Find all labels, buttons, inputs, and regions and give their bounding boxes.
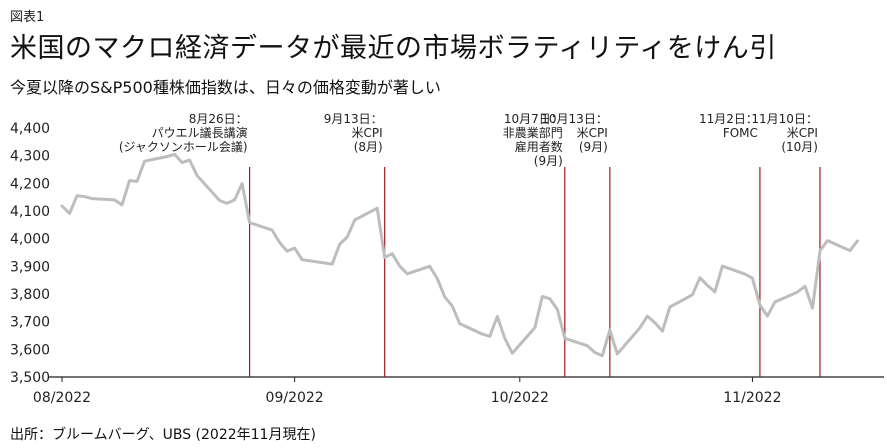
x-tick-label: 11/2022 bbox=[723, 390, 781, 406]
event-annotation: 11月2日： FOMC bbox=[699, 112, 758, 140]
source-note: 出所：ブルームバーグ、UBS (2022年11月現在) bbox=[10, 427, 316, 443]
event-annotation: 9月13日：米CPI (8月) bbox=[324, 112, 383, 154]
x-tick-label: 10/2022 bbox=[491, 390, 549, 406]
y-tick-label: 3,900 bbox=[10, 259, 50, 275]
y-tick-label: 3,700 bbox=[10, 315, 50, 331]
event-annotation: 11月10日：米CPI (10月) bbox=[751, 112, 818, 154]
x-tick-label: 08/2022 bbox=[33, 390, 91, 406]
y-tick-label: 4,200 bbox=[10, 176, 50, 192]
y-tick-label: 4,100 bbox=[10, 204, 50, 220]
y-tick-label: 3,600 bbox=[10, 342, 50, 358]
event-annotation: 10月13日：米CPI (9月) bbox=[541, 112, 608, 154]
chart-title: 米国のマクロ経済データが最近の市場ボラティリティをけん引 bbox=[10, 33, 777, 64]
y-tick-label: 3,500 bbox=[10, 370, 50, 386]
series-line bbox=[60, 152, 859, 358]
y-tick-label: 4,400 bbox=[10, 121, 50, 137]
y-tick-label: 4,300 bbox=[10, 149, 50, 165]
figure-label: 図表1 bbox=[10, 10, 45, 25]
y-tick-label: 4,000 bbox=[10, 232, 50, 248]
event-annotation: 10月7日：非農業部門雇用者数(9月) bbox=[503, 112, 563, 168]
event-annotation: 8月26日：パウエル議長講演(ジャクソンホール会議) bbox=[119, 112, 248, 154]
chart-subtitle: 今夏以降のS&P500種株価指数は、日々の価格変動が著しい bbox=[10, 78, 441, 97]
x-tick-label: 09/2022 bbox=[266, 390, 324, 406]
y-tick-label: 3,800 bbox=[10, 287, 50, 303]
